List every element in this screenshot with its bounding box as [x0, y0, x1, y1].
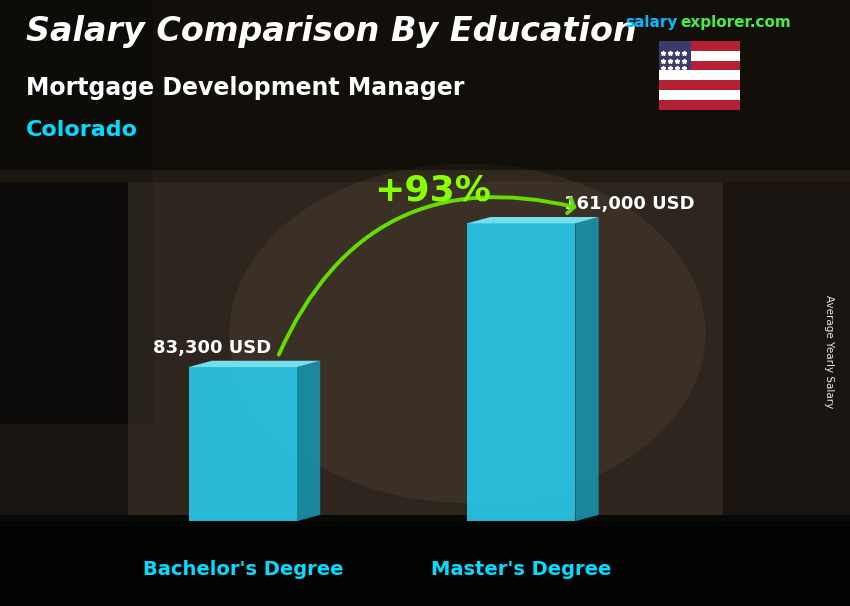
Text: Average Yearly Salary: Average Yearly Salary	[824, 295, 834, 408]
Bar	[659, 81, 740, 90]
Text: 161,000 USD: 161,000 USD	[564, 195, 695, 213]
Bar	[0, 0, 850, 182]
Bar	[0, 521, 850, 606]
Polygon shape	[575, 217, 598, 521]
Bar	[0, 515, 850, 606]
Text: Colorado: Colorado	[26, 120, 138, 140]
Bar	[0, 0, 153, 424]
Polygon shape	[189, 361, 320, 367]
Text: Master's Degree: Master's Degree	[431, 560, 611, 579]
Bar	[659, 50, 740, 61]
Polygon shape	[297, 361, 320, 521]
Polygon shape	[189, 367, 297, 521]
Bar	[128, 182, 722, 515]
Circle shape	[230, 164, 706, 503]
Text: salary: salary	[625, 15, 677, 30]
Polygon shape	[468, 224, 575, 521]
Bar	[659, 41, 691, 70]
Text: explorer.com: explorer.com	[680, 15, 790, 30]
Bar	[659, 90, 740, 101]
Text: Mortgage Development Manager: Mortgage Development Manager	[26, 76, 464, 100]
Bar	[659, 61, 740, 70]
Polygon shape	[468, 217, 598, 224]
Bar	[659, 70, 740, 81]
Bar	[659, 101, 740, 110]
Text: Bachelor's Degree: Bachelor's Degree	[143, 560, 343, 579]
Bar	[659, 41, 740, 50]
Text: +93%: +93%	[374, 173, 490, 207]
Text: 83,300 USD: 83,300 USD	[153, 339, 271, 356]
Text: Salary Comparison By Education: Salary Comparison By Education	[26, 15, 636, 48]
Bar	[0, 0, 850, 170]
